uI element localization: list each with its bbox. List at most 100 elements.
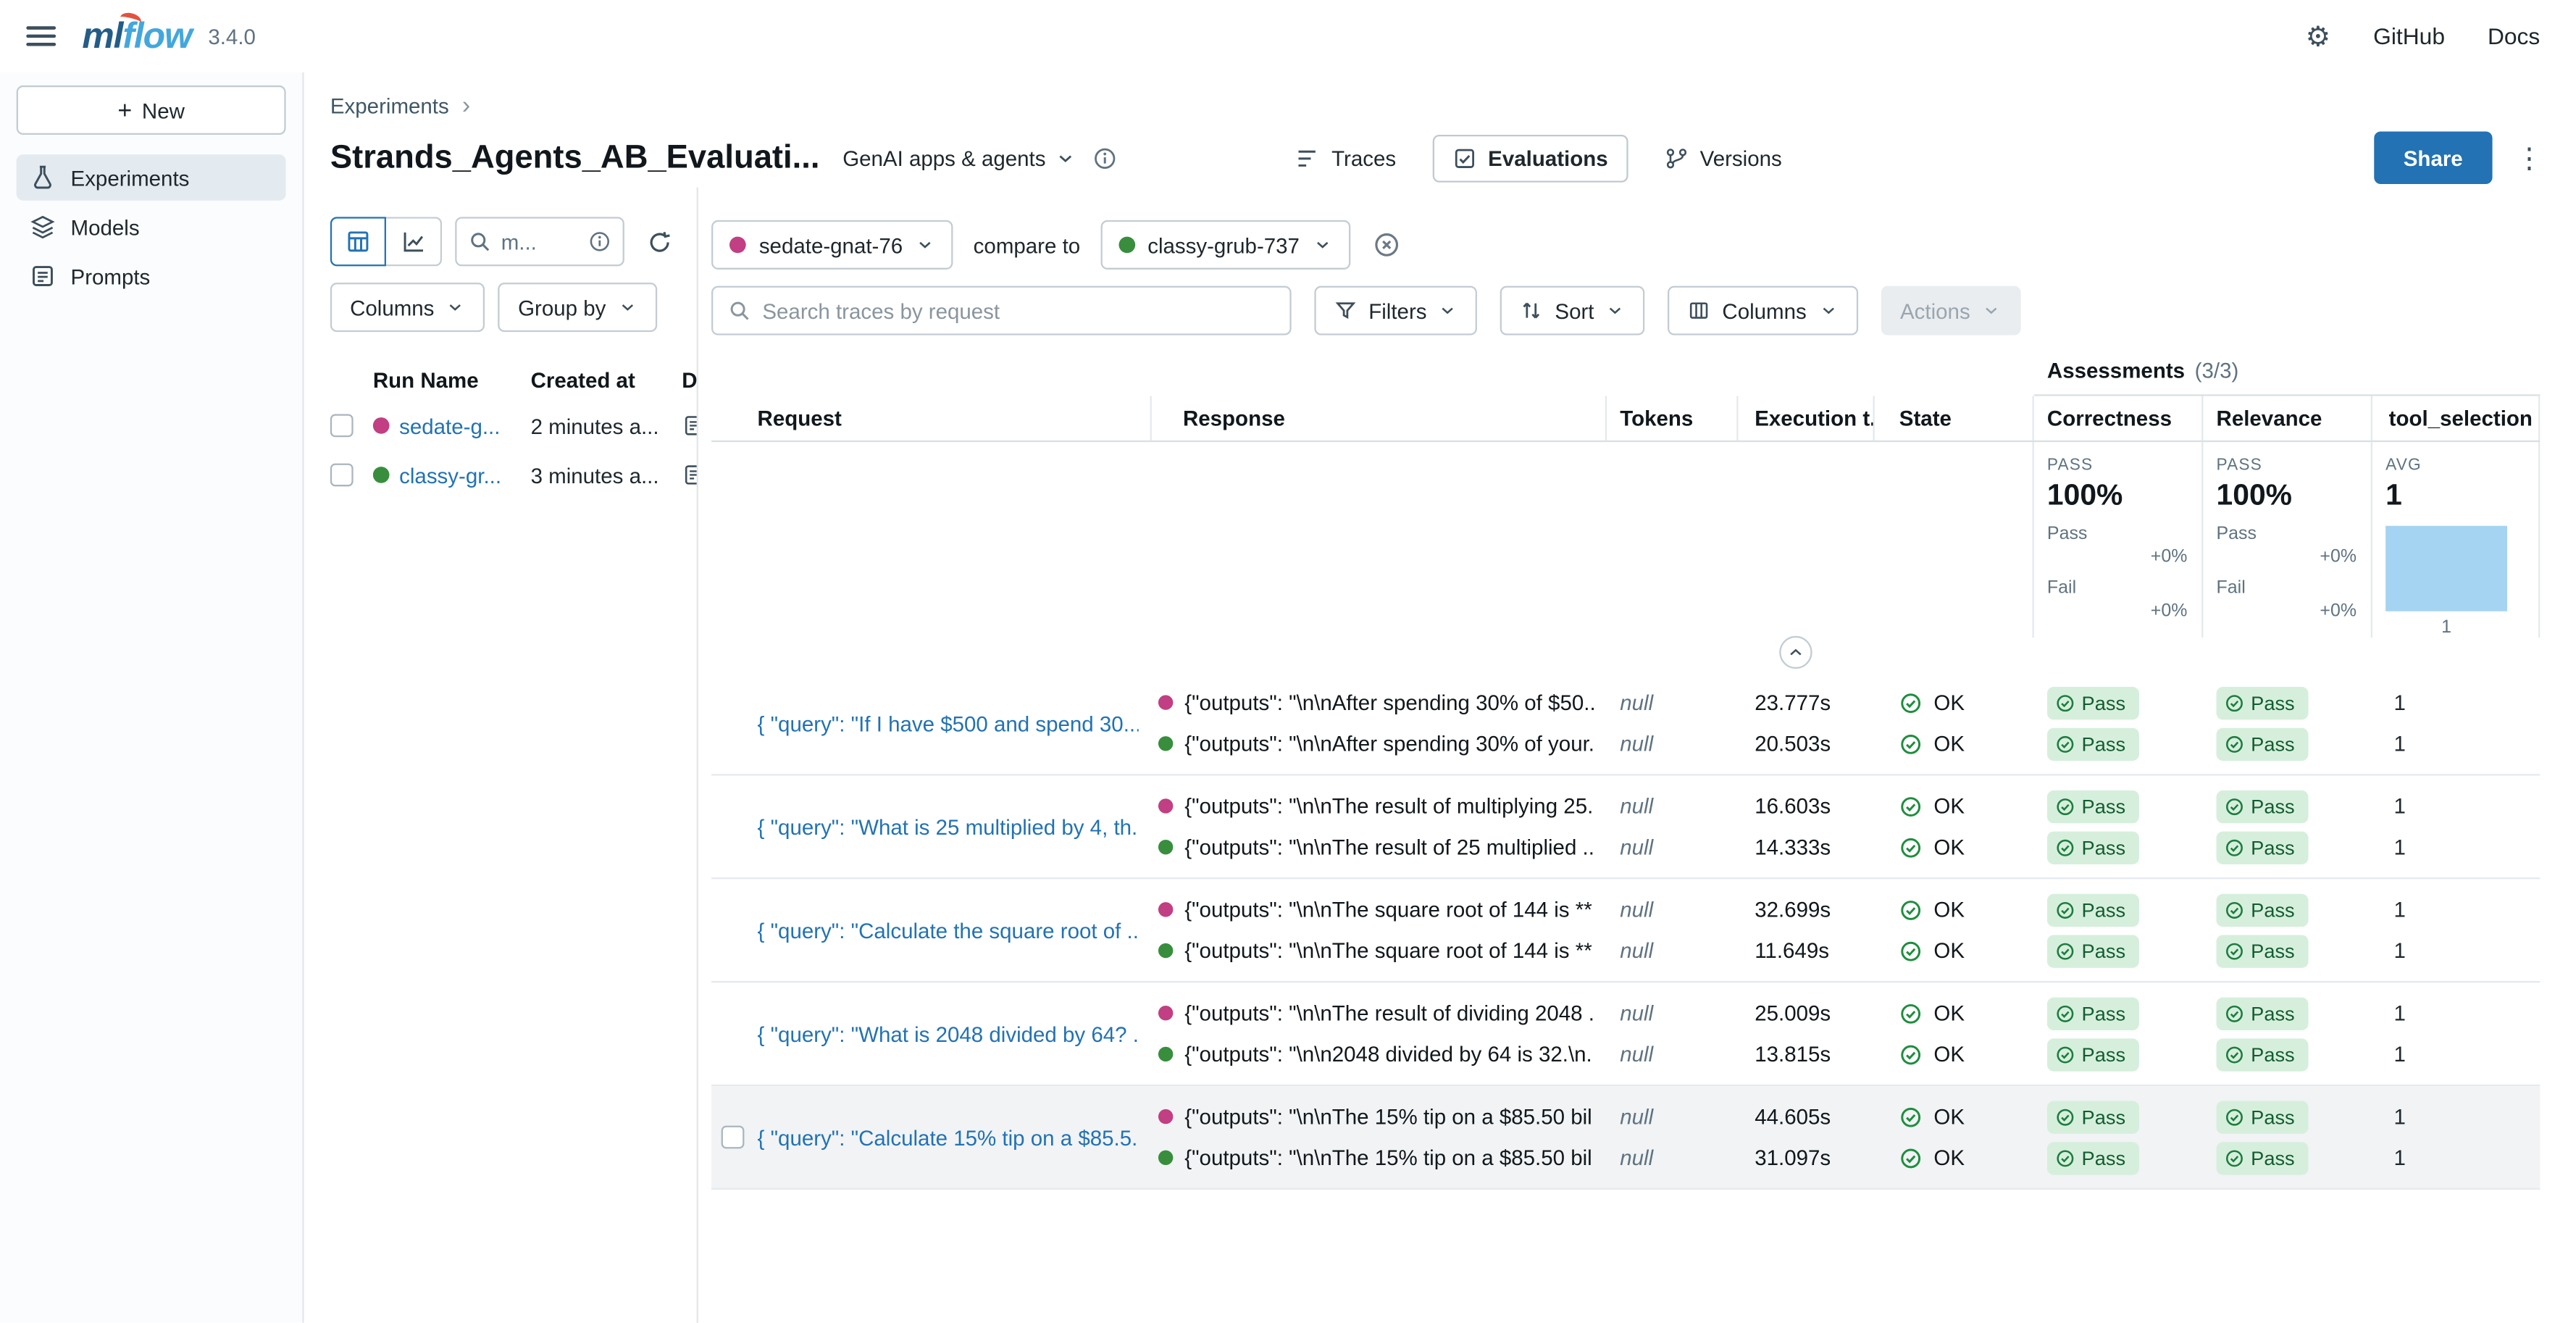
check-circle-icon (2225, 900, 2244, 919)
eval-row-group[interactable]: { "query": "If I have $500 and spend 30.… (711, 672, 2540, 776)
run-a-dot (1158, 798, 1173, 813)
run-a-selector[interactable]: sedate-gnat-76 (711, 220, 953, 270)
chart-view-button[interactable] (386, 217, 442, 266)
request-link[interactable]: { "query": "Calculate the square root of… (758, 918, 1139, 943)
run-b-dot (1118, 237, 1134, 254)
run-name-link[interactable]: sedate-g... (399, 413, 500, 438)
group-by-button[interactable]: Group by (498, 283, 657, 332)
execution-time: 13.815s (1755, 1042, 1831, 1067)
tab-versions[interactable]: Versions (1644, 134, 1802, 182)
relevance-pass-badge: Pass (2217, 830, 2308, 863)
experiment-type-dropdown[interactable]: GenAI apps & agents (842, 146, 1076, 170)
relevance-pass-badge: Pass (2217, 727, 2308, 760)
table-view-button[interactable] (330, 217, 386, 266)
kebab-menu-icon[interactable]: ⋮ (2515, 143, 2543, 172)
tool-selection-bar (2385, 526, 2507, 612)
sidebar-item-experiments[interactable]: Experiments (17, 154, 286, 201)
eval-row-group[interactable]: { "query": "What is 2048 divided by 64? … (711, 982, 2540, 1086)
badge-label: Pass (2251, 795, 2295, 818)
trace-search-input[interactable] (762, 299, 1275, 323)
group-by-label: Group by (518, 295, 606, 320)
badge-label: Pass (2251, 732, 2295, 755)
fail-delta: +0% (2320, 601, 2357, 621)
request-link[interactable]: { "query": "What is 25 multiplied by 4, … (758, 814, 1139, 839)
run-checkbox[interactable] (330, 414, 354, 438)
new-button[interactable]: + New (17, 85, 286, 135)
gear-icon[interactable]: ⚙ (2306, 22, 2331, 51)
hamburger-menu-icon[interactable] (26, 26, 56, 46)
fail-delta: +0% (2151, 601, 2188, 621)
columns-icon (1688, 299, 1711, 322)
tab-evaluations[interactable]: Evaluations (1432, 134, 1628, 182)
runs-search-box[interactable]: m... (455, 217, 624, 266)
col-header-response: Response (1152, 396, 1607, 441)
request-link[interactable]: { "query": "If I have $500 and spend 30.… (758, 711, 1139, 735)
runs-columns-button[interactable]: Columns (330, 283, 485, 332)
execution-time: 11.649s (1755, 938, 1829, 963)
eval-columns-button[interactable]: Columns (1668, 286, 1857, 335)
github-link[interactable]: GitHub (2373, 23, 2445, 49)
run-b-selector[interactable]: classy-grub-737 (1100, 220, 1350, 270)
response-text: {"outputs": "\n\nThe square root of 144 … (1184, 897, 1594, 922)
badge-label: Pass (2082, 898, 2126, 921)
sort-button[interactable]: Sort (1501, 286, 1645, 335)
share-button[interactable]: Share (2374, 131, 2493, 184)
docs-link[interactable]: Docs (2488, 23, 2540, 49)
chevron-down-icon (1818, 301, 1838, 320)
tool-selection-metric-label: AVG (2385, 457, 2525, 475)
badge-label: Pass (2082, 795, 2126, 818)
chevron-right-icon: › (462, 93, 470, 117)
eval-row-group[interactable]: { "query": "Calculate 15% tip on a $85.5… (711, 1086, 2540, 1190)
relevance-metric-label: PASS (2217, 457, 2358, 475)
state-value: OK (1933, 1001, 1965, 1025)
runs-buttons: Columns Group by (330, 283, 680, 332)
sidebar-item-label: Experiments (71, 165, 190, 190)
info-icon[interactable] (588, 230, 611, 254)
run-checkbox[interactable] (330, 464, 354, 487)
response-text: {"outputs": "\n\nThe square root of 144 … (1184, 938, 1594, 963)
tokens-value: null (1620, 731, 1653, 756)
run-b-dot (1158, 840, 1173, 854)
pass-delta: +0% (2151, 547, 2188, 567)
sidebar-item-prompts[interactable]: Prompts (17, 253, 286, 299)
breadcrumb-experiments-link[interactable]: Experiments (330, 93, 449, 117)
state-value: OK (1933, 835, 1965, 859)
filters-button[interactable]: Filters (1314, 286, 1477, 335)
correctness-pass-badge: Pass (2047, 686, 2138, 719)
run-b-dot (1158, 1151, 1173, 1165)
collapse-summary-button[interactable] (1779, 636, 1812, 669)
badge-label: Pass (2082, 732, 2126, 755)
run-name-header: Run Name (373, 367, 531, 392)
tab-label: Versions (1700, 146, 1782, 170)
check-circle-icon (2055, 1148, 2075, 1167)
request-link[interactable]: { "query": "What is 2048 divided by 64? … (758, 1022, 1139, 1046)
run-a-dot (1158, 1109, 1173, 1124)
col-header-request: Request (711, 396, 1152, 441)
tool-selection-value: 1 (2393, 731, 2405, 756)
run-row: classy-gr... 3 minutes a... (330, 450, 698, 499)
run-created-at: 2 minutes a... (531, 413, 682, 438)
check-circle-icon (2225, 796, 2244, 816)
eval-row-group[interactable]: { "query": "What is 25 multiplied by 4, … (711, 775, 2540, 879)
check-circle-icon (1899, 898, 1923, 921)
state-value: OK (1933, 1145, 1965, 1170)
badge-label: Pass (2082, 1146, 2126, 1169)
run-name-link[interactable]: classy-gr... (399, 462, 501, 487)
chevron-down-icon (1313, 235, 1332, 254)
clear-compare-button[interactable] (1373, 232, 1400, 258)
info-icon[interactable] (1093, 146, 1118, 170)
col-header-correctness: Correctness (2034, 396, 2204, 441)
mlflow-logo[interactable]: mlflow (82, 18, 191, 54)
traces-icon (1295, 146, 1320, 170)
state-value: OK (1933, 731, 1965, 756)
badge-label: Pass (2251, 939, 2295, 962)
request-link[interactable]: { "query": "Calculate 15% tip on a $85.5… (758, 1124, 1139, 1149)
refresh-button[interactable] (637, 220, 680, 263)
row-checkbox[interactable] (722, 1126, 745, 1149)
tokens-value: null (1620, 835, 1653, 859)
badge-label: Pass (2251, 1105, 2295, 1128)
eval-row-group[interactable]: { "query": "Calculate the square root of… (711, 879, 2540, 982)
col-header-relevance: Relevance (2203, 396, 2372, 441)
sidebar-item-models[interactable]: Models (17, 204, 286, 250)
tab-traces[interactable]: Traces (1276, 134, 1415, 182)
